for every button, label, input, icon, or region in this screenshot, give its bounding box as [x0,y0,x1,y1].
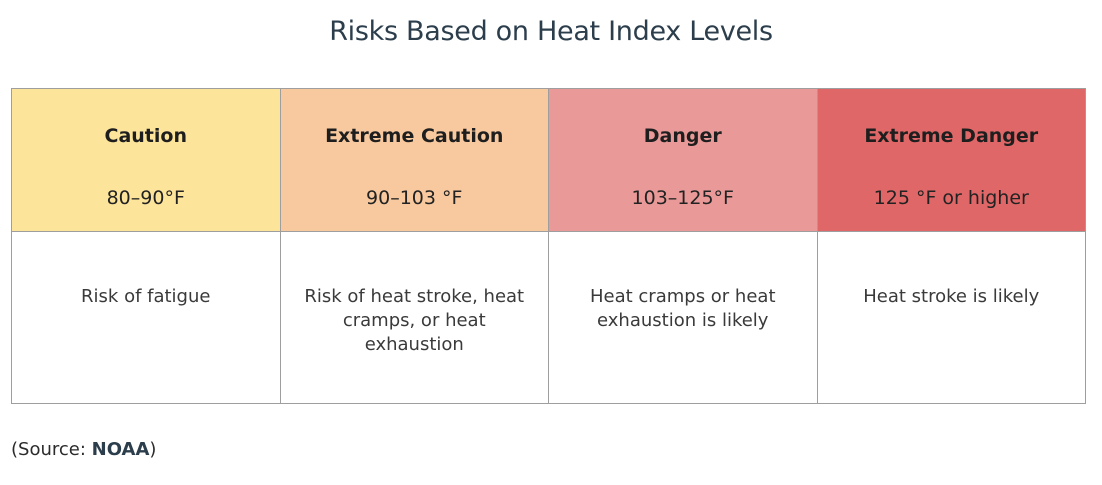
risk-description: Heat stroke is likely [816,231,1086,404]
temperature-range: 80–90°F [106,187,185,209]
risk-description: Risk of heat stroke, heat cramps, or hea… [279,231,549,404]
source-link[interactable]: NOAA [91,439,150,460]
risk-level: Caution [104,125,187,147]
header-cell: Extreme Caution 90–103 °F [279,88,549,232]
temperature-range: 90–103 °F [366,187,463,209]
source-prefix: (Source: [11,439,92,460]
title: Risks Based on Heat Index Levels [329,16,773,47]
source-suffix: ) [149,439,157,460]
risk-description: Heat cramps or heat exhaustion is likely [548,231,818,404]
header-cell: Danger 103–125°F [548,88,818,232]
body-row: Risk of fatigue Risk of heat stroke, heat… [11,231,1086,404]
source: (Source: NOAA) [11,439,156,460]
risk-description: Risk of fatigue [11,231,281,404]
risk-level: Danger [643,125,722,147]
header-row: Caution 80–90°F Extreme Caution 90–103 °F Da… [11,88,1086,232]
risk-level: Extreme Caution [325,125,504,147]
heat-table: Caution 80–90°F Extreme Caution 90–103 °F Da… [11,88,1086,404]
header-cell: Extreme Danger 125 °F or higher [816,88,1086,232]
risk-level: Extreme Danger [864,125,1039,147]
temperature-range: 125 °F or higher [873,187,1029,209]
temperature-range: 103–125°F [631,187,734,209]
header-cell: Caution 80–90°F [11,88,281,232]
